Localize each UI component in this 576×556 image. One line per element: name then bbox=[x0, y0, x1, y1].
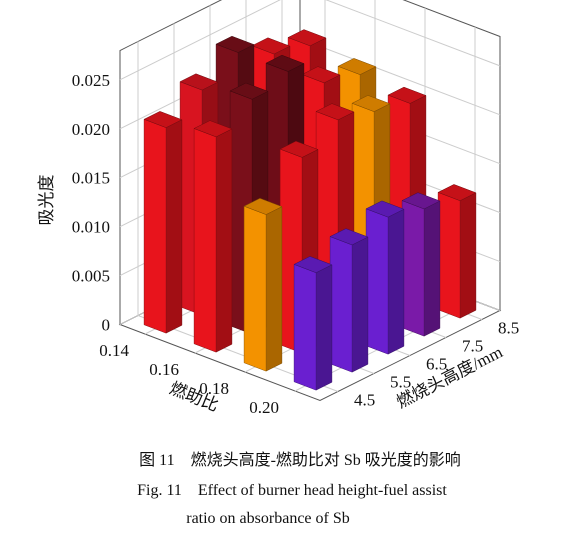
bar-front bbox=[143, 118, 167, 334]
caption: ratio on absorbance of Sb bbox=[186, 510, 350, 527]
bar-top bbox=[401, 192, 441, 210]
caption: 图 11 燃烧头高度-燃助比对 Sb 吸光度的影响 bbox=[139, 451, 461, 469]
bar-front bbox=[329, 236, 353, 373]
bar bbox=[401, 192, 441, 337]
bar-top bbox=[315, 103, 355, 121]
bar-top bbox=[437, 184, 477, 201]
bar-top bbox=[293, 256, 333, 273]
bar-front bbox=[437, 191, 461, 319]
bar-side bbox=[165, 119, 183, 334]
bar-side bbox=[265, 206, 283, 372]
y-tick-label: 0.015 bbox=[72, 169, 110, 188]
bar-side bbox=[423, 200, 441, 337]
bar-front bbox=[365, 208, 389, 355]
z-tick-label: 6.5 bbox=[426, 355, 447, 374]
y-tick-label: 0.020 bbox=[72, 120, 110, 139]
bar-top bbox=[387, 86, 427, 104]
x-tick-label: 0.14 bbox=[99, 341, 129, 360]
bar-top bbox=[143, 111, 183, 128]
bar-front bbox=[243, 205, 267, 372]
z-tick-label: 4.5 bbox=[354, 391, 375, 410]
bar-top bbox=[193, 120, 233, 138]
bar-front bbox=[193, 128, 217, 353]
y-tick-label: 0.025 bbox=[72, 71, 110, 90]
bar-top bbox=[279, 140, 319, 158]
bar-top bbox=[337, 58, 377, 75]
bar bbox=[143, 111, 183, 334]
bar-top bbox=[251, 37, 291, 55]
y-tick-label: 0 bbox=[102, 316, 111, 335]
z-tick-label: 8.5 bbox=[498, 319, 519, 338]
bar-side bbox=[215, 128, 233, 353]
x-tick-label: 0.16 bbox=[149, 360, 179, 379]
bar bbox=[329, 228, 369, 373]
grid-line bbox=[119, 0, 501, 81]
bar-top bbox=[301, 66, 341, 84]
bar bbox=[293, 256, 333, 391]
caption: Fig. 11 Effect of burner head height-fue… bbox=[137, 482, 447, 499]
bar-top bbox=[351, 95, 391, 112]
bar-side bbox=[387, 208, 405, 355]
bar-front bbox=[401, 200, 425, 337]
bar bbox=[243, 198, 283, 372]
x-tick-label: 0.18 bbox=[199, 379, 229, 398]
bar-top bbox=[365, 200, 405, 218]
y-tick-label: 0.005 bbox=[72, 267, 110, 286]
bar-top bbox=[229, 82, 269, 100]
bar-top bbox=[215, 35, 255, 53]
bar-front bbox=[293, 263, 317, 391]
bar bbox=[437, 184, 477, 319]
bar-top bbox=[287, 29, 327, 47]
bar-top bbox=[265, 54, 305, 72]
bar-top bbox=[179, 73, 219, 91]
bar bbox=[193, 120, 233, 353]
y-tick-label: 0.010 bbox=[72, 218, 110, 237]
bar-side bbox=[351, 236, 369, 373]
z-tick-label: 5.5 bbox=[390, 373, 411, 392]
bar-side bbox=[315, 264, 333, 391]
y-axis-title: 吸光度 bbox=[37, 175, 56, 226]
plot: 0.14 0.16 0.18 0.20 4.5 5.5 6.5 7.5 8.5 0 0.005 0.0… bbox=[72, 0, 519, 417]
bar-side bbox=[459, 192, 477, 319]
bar bbox=[365, 200, 405, 355]
bar-top bbox=[329, 228, 369, 246]
bar-top bbox=[243, 198, 283, 215]
x-tick-label: 0.20 bbox=[249, 398, 279, 417]
z-tick-label: 7.5 bbox=[462, 337, 483, 356]
